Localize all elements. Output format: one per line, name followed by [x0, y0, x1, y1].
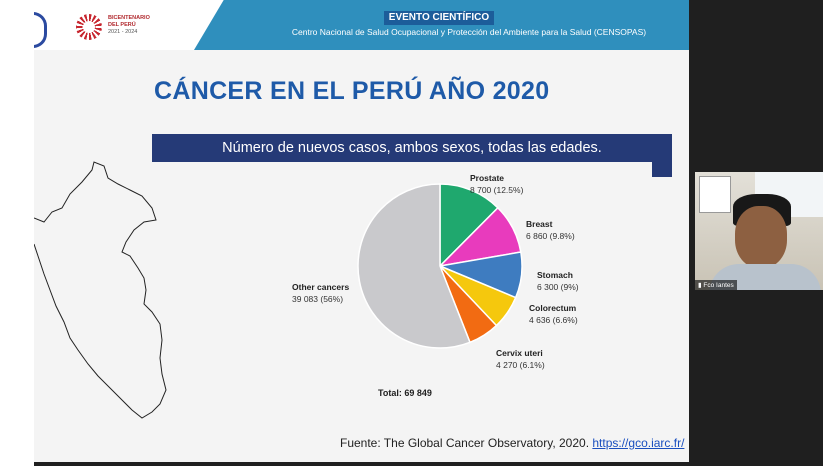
participant-face	[735, 206, 787, 268]
cancer-pie-chart: Prostate 8 700 (12.5%) Breast 6 860 (9.8%) S…	[292, 173, 579, 398]
bicentenary-years: 2021 - 2024	[108, 29, 138, 35]
slice-value-label: 6 860 (9.8%)	[526, 231, 575, 241]
video-background-window	[699, 176, 731, 213]
slide-subtitle: Número de nuevos casos, ambos sexos, tod…	[152, 134, 672, 162]
participant-name: ▮ Fco Iantes	[695, 280, 737, 290]
bicentenary-seal-icon	[76, 14, 102, 40]
pie-slice-prostate	[439, 183, 499, 268]
bicentenary-logo: BICENTENARIO DEL PERÚ 2021 - 2024	[108, 15, 178, 36]
bicentenary-line2: DEL PERÚ	[108, 22, 136, 28]
event-tag: EVENTO CIENTÍFICO	[384, 11, 494, 25]
source-text: Fuente: The Global Cancer Observatory, 2…	[340, 436, 590, 450]
slice-name-label: Colorectum	[529, 303, 577, 313]
participant-name-label: Fco Iantes	[703, 282, 734, 289]
peru-map	[34, 161, 167, 419]
slice-name-label: Cervix uteri	[496, 348, 543, 358]
slice-value-label: 6 300 (9%)	[537, 282, 579, 292]
participant-video: ▮ Fco Iantes	[695, 172, 823, 290]
slice-value-label: 4 270 (6.1%)	[496, 360, 545, 370]
slice-name-label: Stomach	[537, 270, 573, 280]
pie-slice-other-cancers	[357, 183, 471, 349]
slice-value-label: 39 083 (56%)	[292, 294, 343, 304]
chart-total-label: Total: 69 849	[378, 388, 432, 398]
left-strip	[0, 0, 34, 466]
slice-name-label: Other cancers	[292, 282, 349, 292]
source-citation: Fuente: The Global Cancer Observatory, 2…	[340, 436, 684, 450]
bicentenary-line1: BICENTENARIO	[108, 15, 150, 21]
presentation-slide: BICENTENARIO DEL PERÚ 2021 - 2024 EVENTO…	[34, 0, 689, 462]
slide-title: CÁNCER EN EL PERÚ AÑO 2020	[154, 77, 550, 105]
slice-name-label: Breast	[526, 219, 553, 229]
source-link[interactable]: https://gco.iarc.fr/	[592, 436, 685, 450]
slice-value-label: 8 700 (12.5%)	[470, 185, 524, 195]
signal-icon: ▮	[698, 282, 702, 289]
slice-value-label: 4 636 (6.6%)	[529, 315, 578, 325]
organization-name: Centro Nacional de Salud Ocupacional y P…	[291, 27, 647, 37]
slice-name-label: Prostate	[470, 173, 504, 183]
header-band	[194, 0, 689, 50]
peru-outline	[34, 161, 167, 419]
